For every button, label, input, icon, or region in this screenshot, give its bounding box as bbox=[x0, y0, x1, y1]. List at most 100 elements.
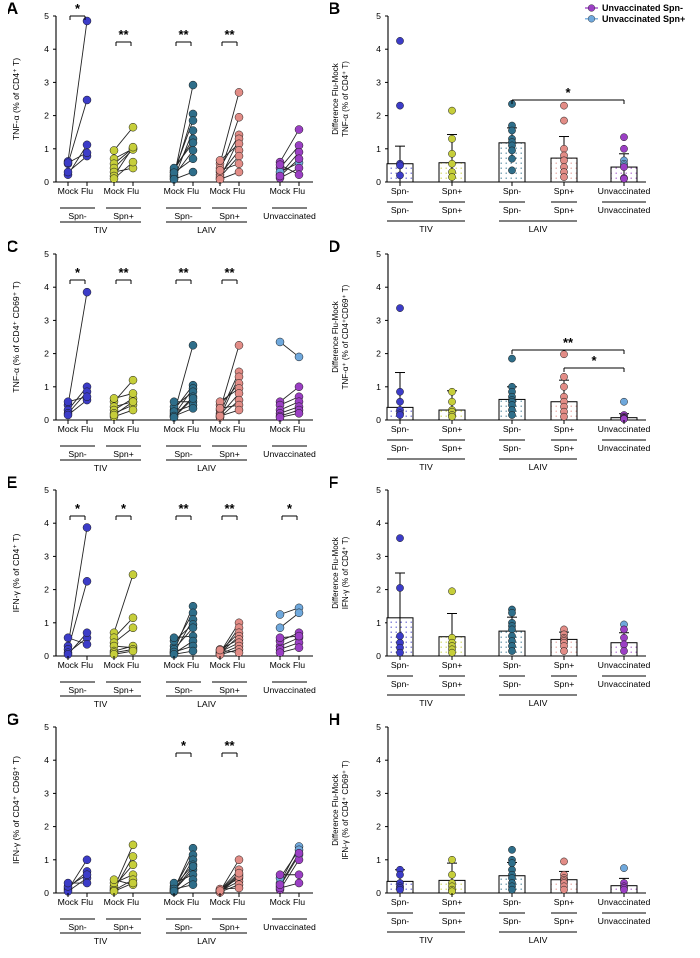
svg-text:Spn-: Spn- bbox=[391, 205, 409, 215]
svg-text:Mock: Mock bbox=[210, 424, 231, 434]
svg-text:Mock: Mock bbox=[270, 660, 291, 670]
svg-text:Spn-: Spn- bbox=[68, 922, 86, 932]
svg-text:0: 0 bbox=[44, 177, 49, 187]
svg-text:E: E bbox=[8, 476, 17, 492]
svg-text:Spn+: Spn+ bbox=[113, 449, 134, 459]
svg-text:Mock: Mock bbox=[58, 186, 79, 196]
svg-text:1: 1 bbox=[376, 144, 381, 154]
svg-text:**: ** bbox=[224, 265, 235, 280]
svg-text:Spn+: Spn+ bbox=[113, 922, 134, 932]
svg-text:**: ** bbox=[118, 27, 129, 42]
svg-text:Unvaccinated: Unvaccinated bbox=[263, 685, 316, 695]
svg-text:Difference Flu-Mock: Difference Flu-Mock bbox=[331, 62, 340, 134]
svg-text:Spn-: Spn- bbox=[503, 424, 521, 434]
svg-text:Unvaccinated: Unvaccinated bbox=[263, 922, 316, 932]
svg-text:Flu: Flu bbox=[233, 424, 245, 434]
svg-text:Spn+: Spn+ bbox=[442, 916, 463, 926]
svg-text:3: 3 bbox=[376, 551, 381, 561]
svg-text:2: 2 bbox=[376, 822, 381, 832]
svg-text:Spn-: Spn- bbox=[391, 186, 409, 196]
svg-text:Mock: Mock bbox=[104, 186, 125, 196]
svg-text:Spn+: Spn+ bbox=[219, 211, 240, 221]
svg-text:**: ** bbox=[563, 335, 574, 350]
svg-text:LAIV: LAIV bbox=[197, 463, 216, 473]
svg-text:Mock: Mock bbox=[210, 186, 231, 196]
svg-text:LAIV: LAIV bbox=[529, 935, 548, 945]
svg-text:Flu: Flu bbox=[127, 897, 139, 907]
svg-text:Unvaccinated: Unvaccinated bbox=[598, 186, 651, 196]
svg-text:TIV: TIV bbox=[94, 463, 108, 473]
svg-text:Flu: Flu bbox=[187, 186, 199, 196]
svg-text:**: ** bbox=[224, 27, 235, 42]
svg-text:Spn+: Spn+ bbox=[554, 679, 575, 689]
svg-text:Mock: Mock bbox=[104, 897, 125, 907]
svg-text:H: H bbox=[330, 713, 340, 729]
svg-text:TNF-α (% of CD4⁺ T): TNF-α (% of CD4⁺ T) bbox=[11, 58, 21, 140]
svg-text:LAIV: LAIV bbox=[529, 224, 548, 234]
svg-text:4: 4 bbox=[376, 282, 381, 292]
svg-text:2: 2 bbox=[44, 585, 49, 595]
svg-text:TNF-α⁺ (% of CD4⁺CD69⁺ T): TNF-α⁺ (% of CD4⁺CD69⁺ T) bbox=[341, 284, 350, 389]
svg-text:1: 1 bbox=[44, 618, 49, 628]
svg-text:Flu: Flu bbox=[81, 660, 93, 670]
svg-text:Spn-: Spn- bbox=[174, 211, 192, 221]
svg-text:Spn+: Spn+ bbox=[442, 205, 463, 215]
svg-text:Spn+: Spn+ bbox=[442, 679, 463, 689]
svg-text:1: 1 bbox=[44, 382, 49, 392]
svg-text:Mock: Mock bbox=[58, 424, 79, 434]
svg-text:Unvaccinated: Unvaccinated bbox=[598, 897, 651, 907]
svg-text:Flu: Flu bbox=[233, 897, 245, 907]
svg-text:4: 4 bbox=[44, 44, 49, 54]
svg-text:Mock: Mock bbox=[270, 424, 291, 434]
svg-text:**: ** bbox=[178, 501, 189, 516]
svg-text:Flu: Flu bbox=[187, 424, 199, 434]
svg-text:Spn-: Spn- bbox=[391, 660, 409, 670]
svg-text:Mock: Mock bbox=[58, 897, 79, 907]
svg-text:Mock: Mock bbox=[104, 660, 125, 670]
svg-text:3: 3 bbox=[376, 77, 381, 87]
svg-text:4: 4 bbox=[44, 755, 49, 765]
svg-text:Flu: Flu bbox=[127, 660, 139, 670]
svg-text:Unvaccinated: Unvaccinated bbox=[598, 679, 651, 689]
svg-text:Spn+: Spn+ bbox=[219, 922, 240, 932]
svg-text:*: * bbox=[181, 738, 187, 753]
svg-text:3: 3 bbox=[44, 315, 49, 325]
svg-text:Spn-: Spn- bbox=[68, 211, 86, 221]
svg-text:Spn-: Spn- bbox=[503, 679, 521, 689]
svg-text:Mock: Mock bbox=[164, 897, 185, 907]
svg-text:0: 0 bbox=[376, 177, 381, 187]
svg-text:Spn-: Spn- bbox=[391, 897, 409, 907]
svg-text:2: 2 bbox=[376, 585, 381, 595]
svg-text:Flu: Flu bbox=[81, 897, 93, 907]
svg-text:*: * bbox=[121, 501, 127, 516]
svg-text:TIV: TIV bbox=[94, 225, 108, 235]
svg-text:**: ** bbox=[178, 265, 189, 280]
svg-text:0: 0 bbox=[44, 888, 49, 898]
svg-text:Spn+: Spn+ bbox=[554, 916, 575, 926]
svg-text:Spn-: Spn- bbox=[391, 443, 409, 453]
svg-text:Spn+: Spn+ bbox=[442, 443, 463, 453]
svg-text:**: ** bbox=[178, 27, 189, 42]
svg-text:3: 3 bbox=[44, 551, 49, 561]
svg-text:Mock: Mock bbox=[270, 186, 291, 196]
svg-text:Spn+: Spn+ bbox=[219, 449, 240, 459]
svg-text:4: 4 bbox=[376, 44, 381, 54]
svg-text:Spn+: Spn+ bbox=[554, 205, 575, 215]
svg-text:Mock: Mock bbox=[58, 660, 79, 670]
svg-text:C: C bbox=[8, 240, 18, 256]
svg-text:Flu: Flu bbox=[293, 424, 305, 434]
svg-text:3: 3 bbox=[44, 77, 49, 87]
svg-text:Mock: Mock bbox=[104, 424, 125, 434]
svg-text:Spn-: Spn- bbox=[68, 449, 86, 459]
svg-text:Spn-: Spn- bbox=[503, 660, 521, 670]
svg-text:Flu: Flu bbox=[233, 660, 245, 670]
svg-text:2: 2 bbox=[44, 822, 49, 832]
svg-text:Unvaccinated: Unvaccinated bbox=[263, 449, 316, 459]
svg-text:Spn+: Spn+ bbox=[442, 186, 463, 196]
svg-text:Flu: Flu bbox=[293, 186, 305, 196]
svg-text:0: 0 bbox=[376, 415, 381, 425]
svg-text:5: 5 bbox=[44, 722, 49, 732]
svg-text:5: 5 bbox=[44, 485, 49, 495]
svg-text:4: 4 bbox=[376, 518, 381, 528]
svg-text:Flu: Flu bbox=[293, 660, 305, 670]
